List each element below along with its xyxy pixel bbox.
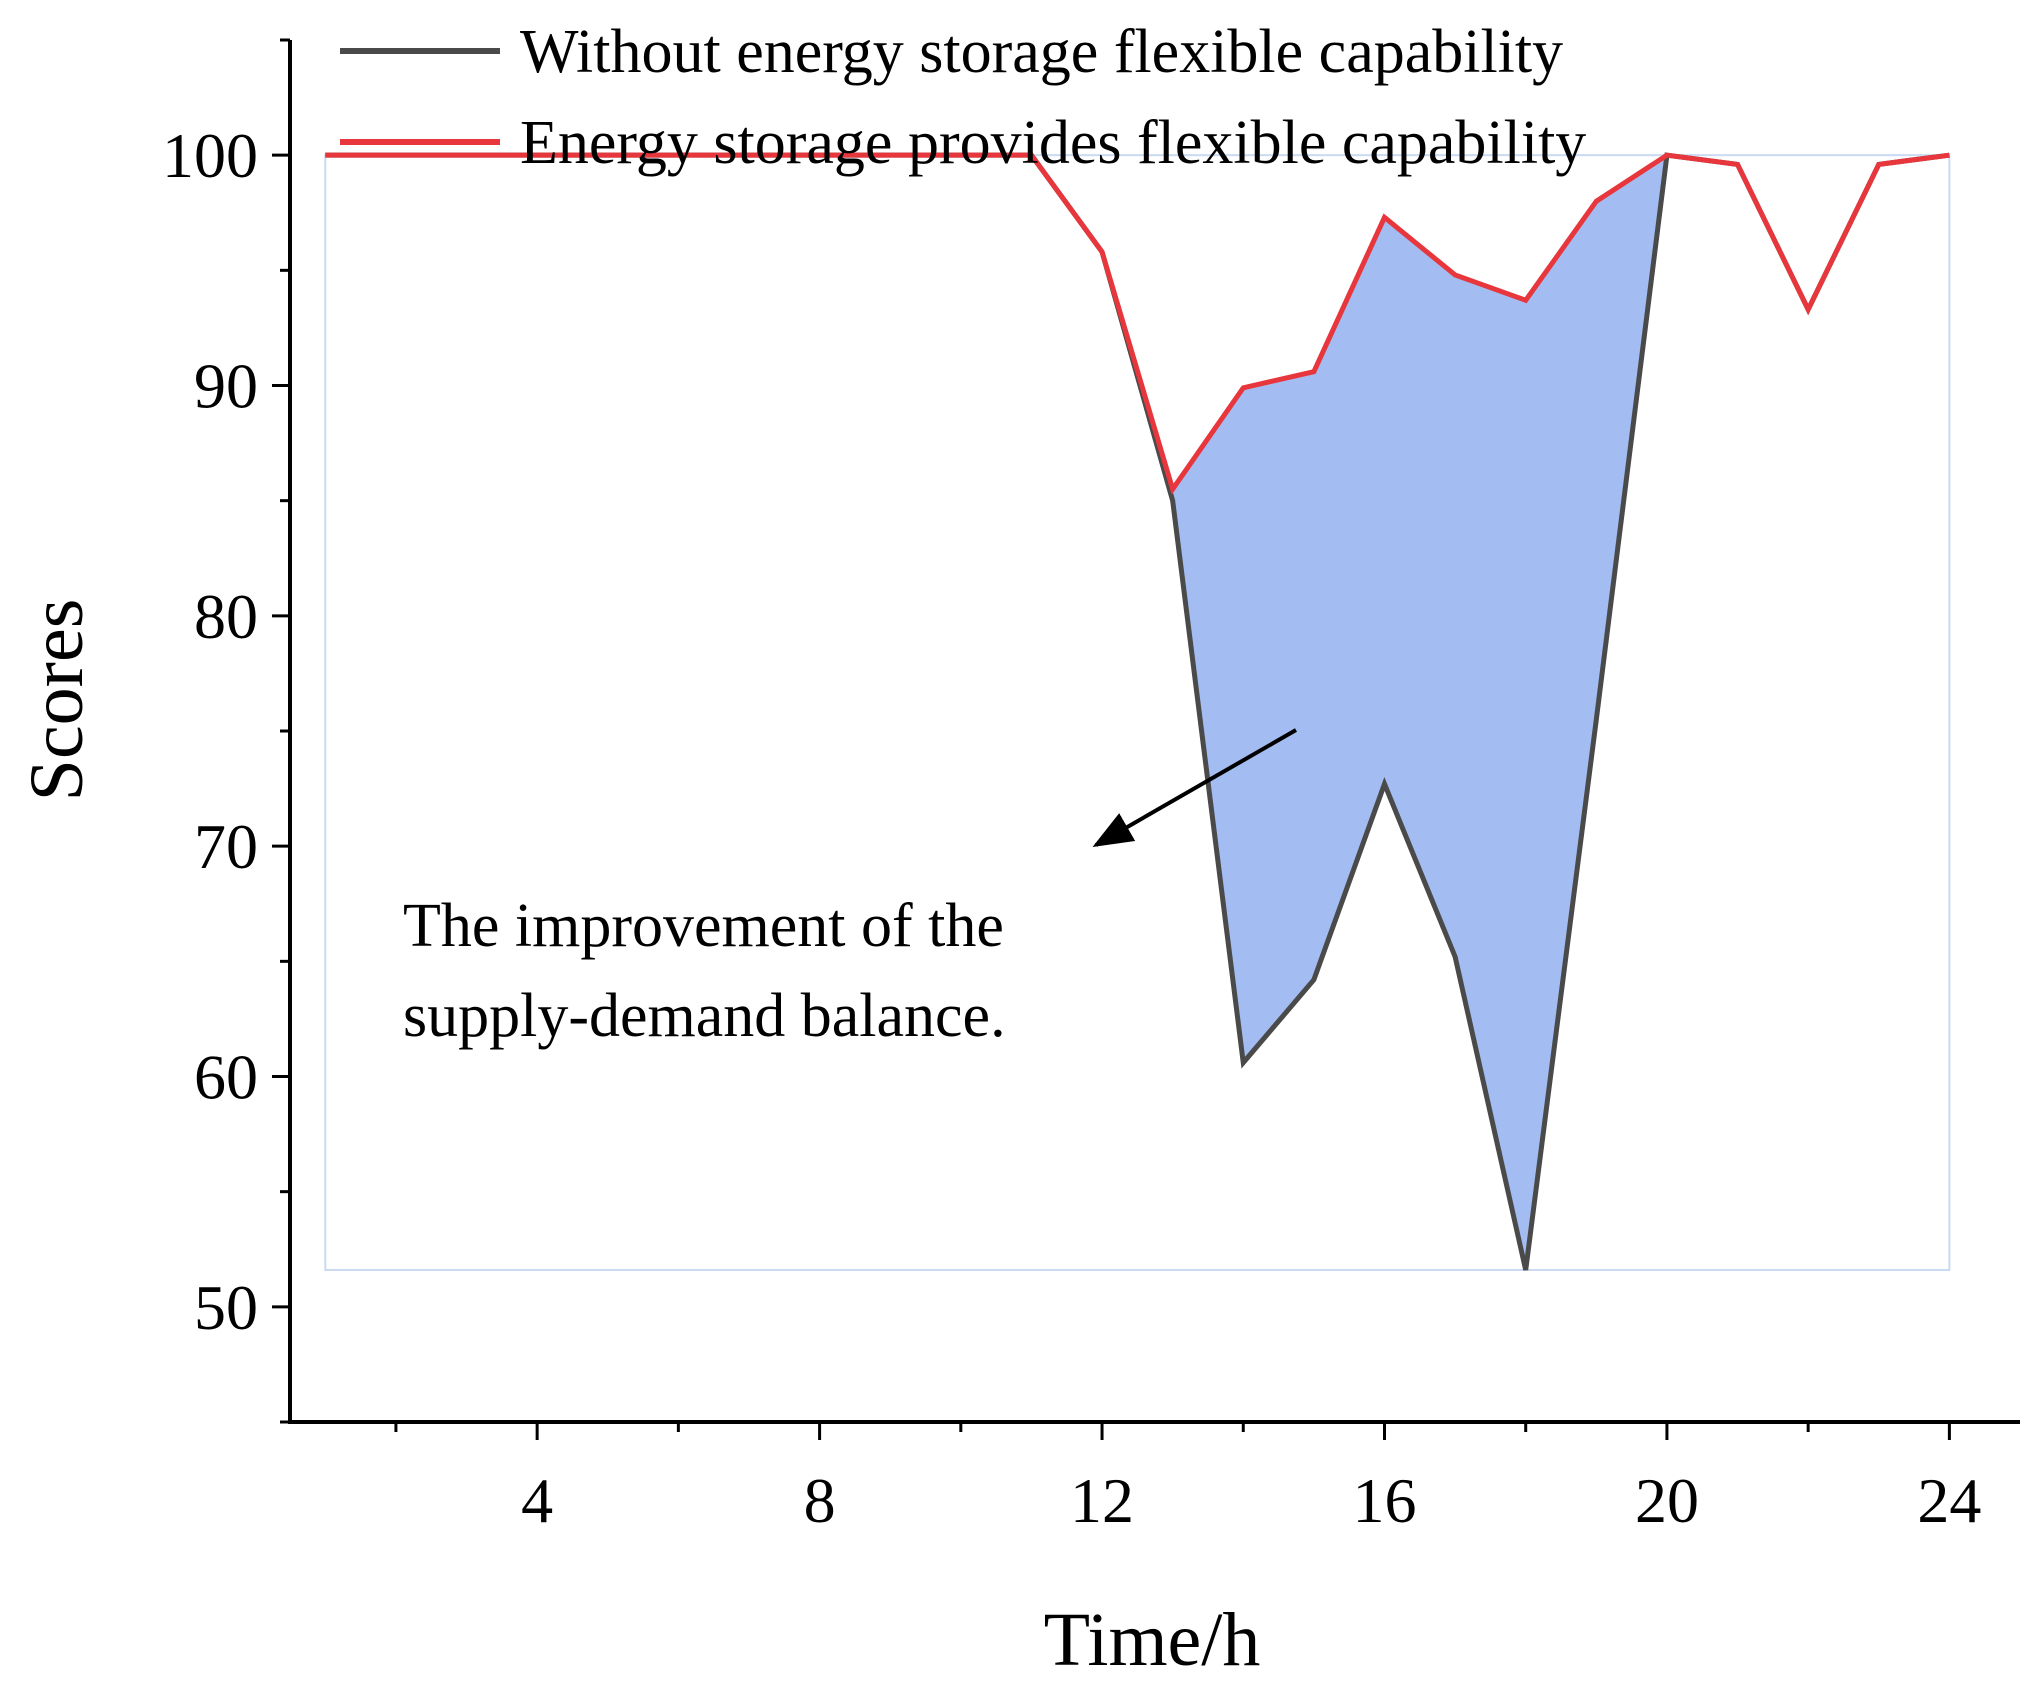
y-axis-label: Scores [15,599,99,802]
x-tick-label: 16 [1352,1465,1416,1536]
x-tick-label: 12 [1070,1465,1134,1536]
y-tick-label: 80 [194,581,258,652]
series-line-without-storage [325,152,1950,1271]
data-region-frame [324,154,1951,1271]
y-tick-label: 90 [194,351,258,422]
x-axis-label: Time/h [1044,1598,1261,1682]
improvement-area [1172,155,1667,1270]
series-line-with-storage [325,152,1950,495]
axes: 50 60 70 80 90 100 4 8 12 16 20 24 [162,38,2020,1536]
x-tick-label: 8 [804,1465,836,1536]
annotation: The improvement of the supply-demand bal… [403,728,1297,1050]
legend-label-without-storage: Without energy storage flexible capabili… [520,18,1563,86]
y-tick-label: 70 [194,811,258,882]
y-tick-label: 60 [194,1042,258,1113]
y-tick-label: 100 [162,120,258,191]
annotation-text-line2: supply-demand balance. [403,982,1006,1050]
x-tick-label: 4 [521,1465,553,1536]
plot-area [324,152,1951,1271]
x-tick-label: 24 [1917,1465,1981,1536]
legend: Without energy storage flexible capabili… [340,18,1586,177]
x-tick-label: 20 [1635,1465,1699,1536]
annotation-text-line1: The improvement of the [403,892,1004,960]
annotation-arrow [1092,728,1297,847]
y-tick-label: 50 [194,1272,258,1343]
legend-label-with-storage: Energy storage provides flexible capabil… [520,109,1586,177]
